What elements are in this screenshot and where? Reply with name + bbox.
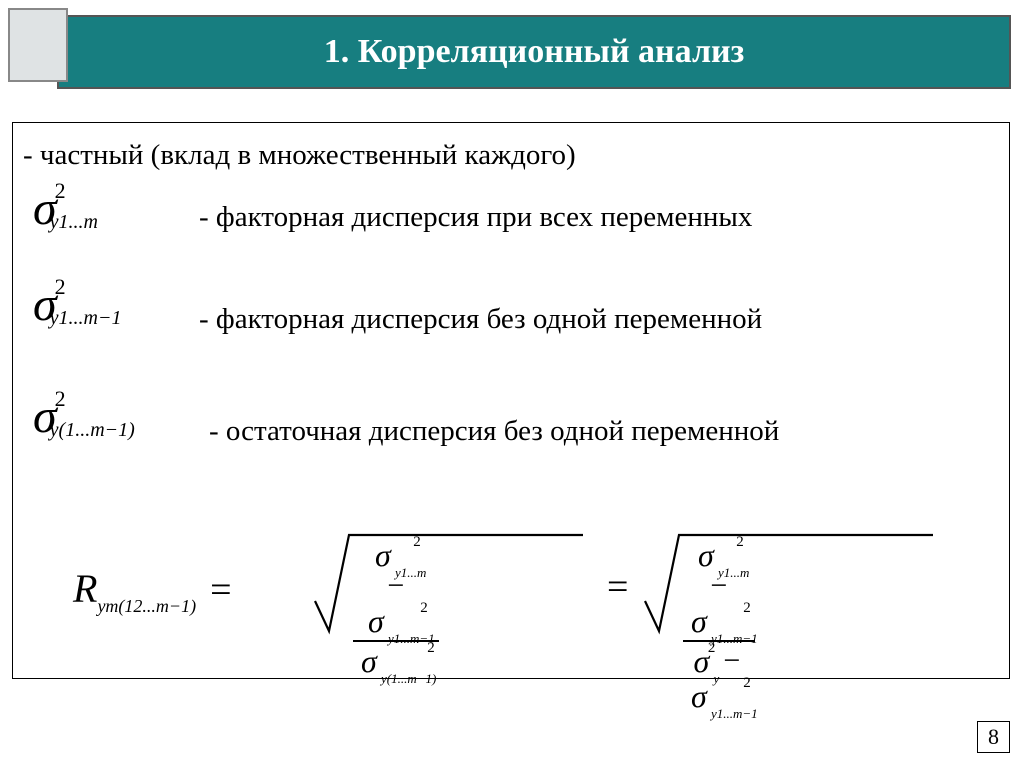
title-bar: 1. Корреляционный анализ bbox=[57, 15, 1011, 89]
sigma-sup: 2 bbox=[413, 535, 421, 550]
sigma-sub: y1...m−1 bbox=[50, 307, 122, 329]
sigma-symbol: σ bbox=[361, 643, 377, 679]
page-number: 8 bbox=[977, 721, 1010, 753]
formula-R: R bbox=[73, 566, 97, 611]
sigma-sup: 2 bbox=[427, 641, 435, 656]
sigma-sup: 2 bbox=[55, 178, 66, 203]
minus-icon: − bbox=[717, 644, 746, 677]
formula-R-sub: ym(12...m−1) bbox=[97, 596, 196, 616]
sigma-sup: 2 bbox=[743, 601, 751, 616]
intro-line: - частный (вклад в множественный каждого… bbox=[23, 139, 576, 172]
sigma-symbol: σ bbox=[698, 537, 714, 573]
fraction-2: σ2y1...m − σ2y1...m−1 σ2y − σ2y1...m−1 bbox=[683, 539, 755, 712]
sigma-sub: y1...m−1 bbox=[711, 707, 758, 720]
sigma-symbol: σ bbox=[368, 603, 384, 639]
sigma-sup: 2 bbox=[736, 535, 744, 550]
sigma-sup: 2 bbox=[708, 641, 716, 656]
slide: 1. Корреляционный анализ - частный (вкла… bbox=[0, 0, 1024, 767]
desc-3: - остаточная дисперсия без одной перемен… bbox=[209, 415, 779, 448]
sigma-symbol: σ bbox=[691, 603, 707, 639]
sigma-sub: y(1...m−1) bbox=[381, 672, 436, 685]
minus-icon: − bbox=[381, 569, 410, 602]
sigma-sup: 2 bbox=[55, 274, 66, 299]
content-box: - частный (вклад в множественный каждого… bbox=[12, 122, 1010, 679]
sigma-sup: 2 bbox=[55, 386, 66, 411]
sigma-2: σ2y1...m−1 bbox=[33, 281, 140, 329]
equals-1: = bbox=[200, 569, 241, 611]
desc-2: - факторная дисперсия без одной переменн… bbox=[199, 303, 762, 336]
equals-2: = bbox=[597, 566, 638, 608]
sigma-3: σ2y(1...m−1) bbox=[33, 393, 153, 441]
fraction-1: σ2y1...m − σ2y1...m−1 σ2y(1...m−1) bbox=[353, 539, 439, 677]
minus-icon: − bbox=[704, 569, 733, 602]
corner-decoration bbox=[8, 8, 68, 82]
sigma-sup: 2 bbox=[420, 601, 428, 616]
sigma-symbol: σ bbox=[375, 537, 391, 573]
sigma-symbol: σ bbox=[691, 678, 707, 714]
main-formula: Rym(12...m−1) = σ2y1...m − σ2y1...m−1 bbox=[73, 523, 993, 663]
sigma-sub: y(1...m−1) bbox=[50, 419, 135, 441]
sigma-sub: y1...m bbox=[50, 211, 98, 233]
sigma-sup: 2 bbox=[743, 676, 751, 691]
desc-1: - факторная дисперсия при всех переменны… bbox=[199, 201, 752, 234]
sigma-1: σ2y1...m bbox=[33, 185, 116, 233]
slide-title: 1. Корреляционный анализ bbox=[324, 33, 745, 71]
